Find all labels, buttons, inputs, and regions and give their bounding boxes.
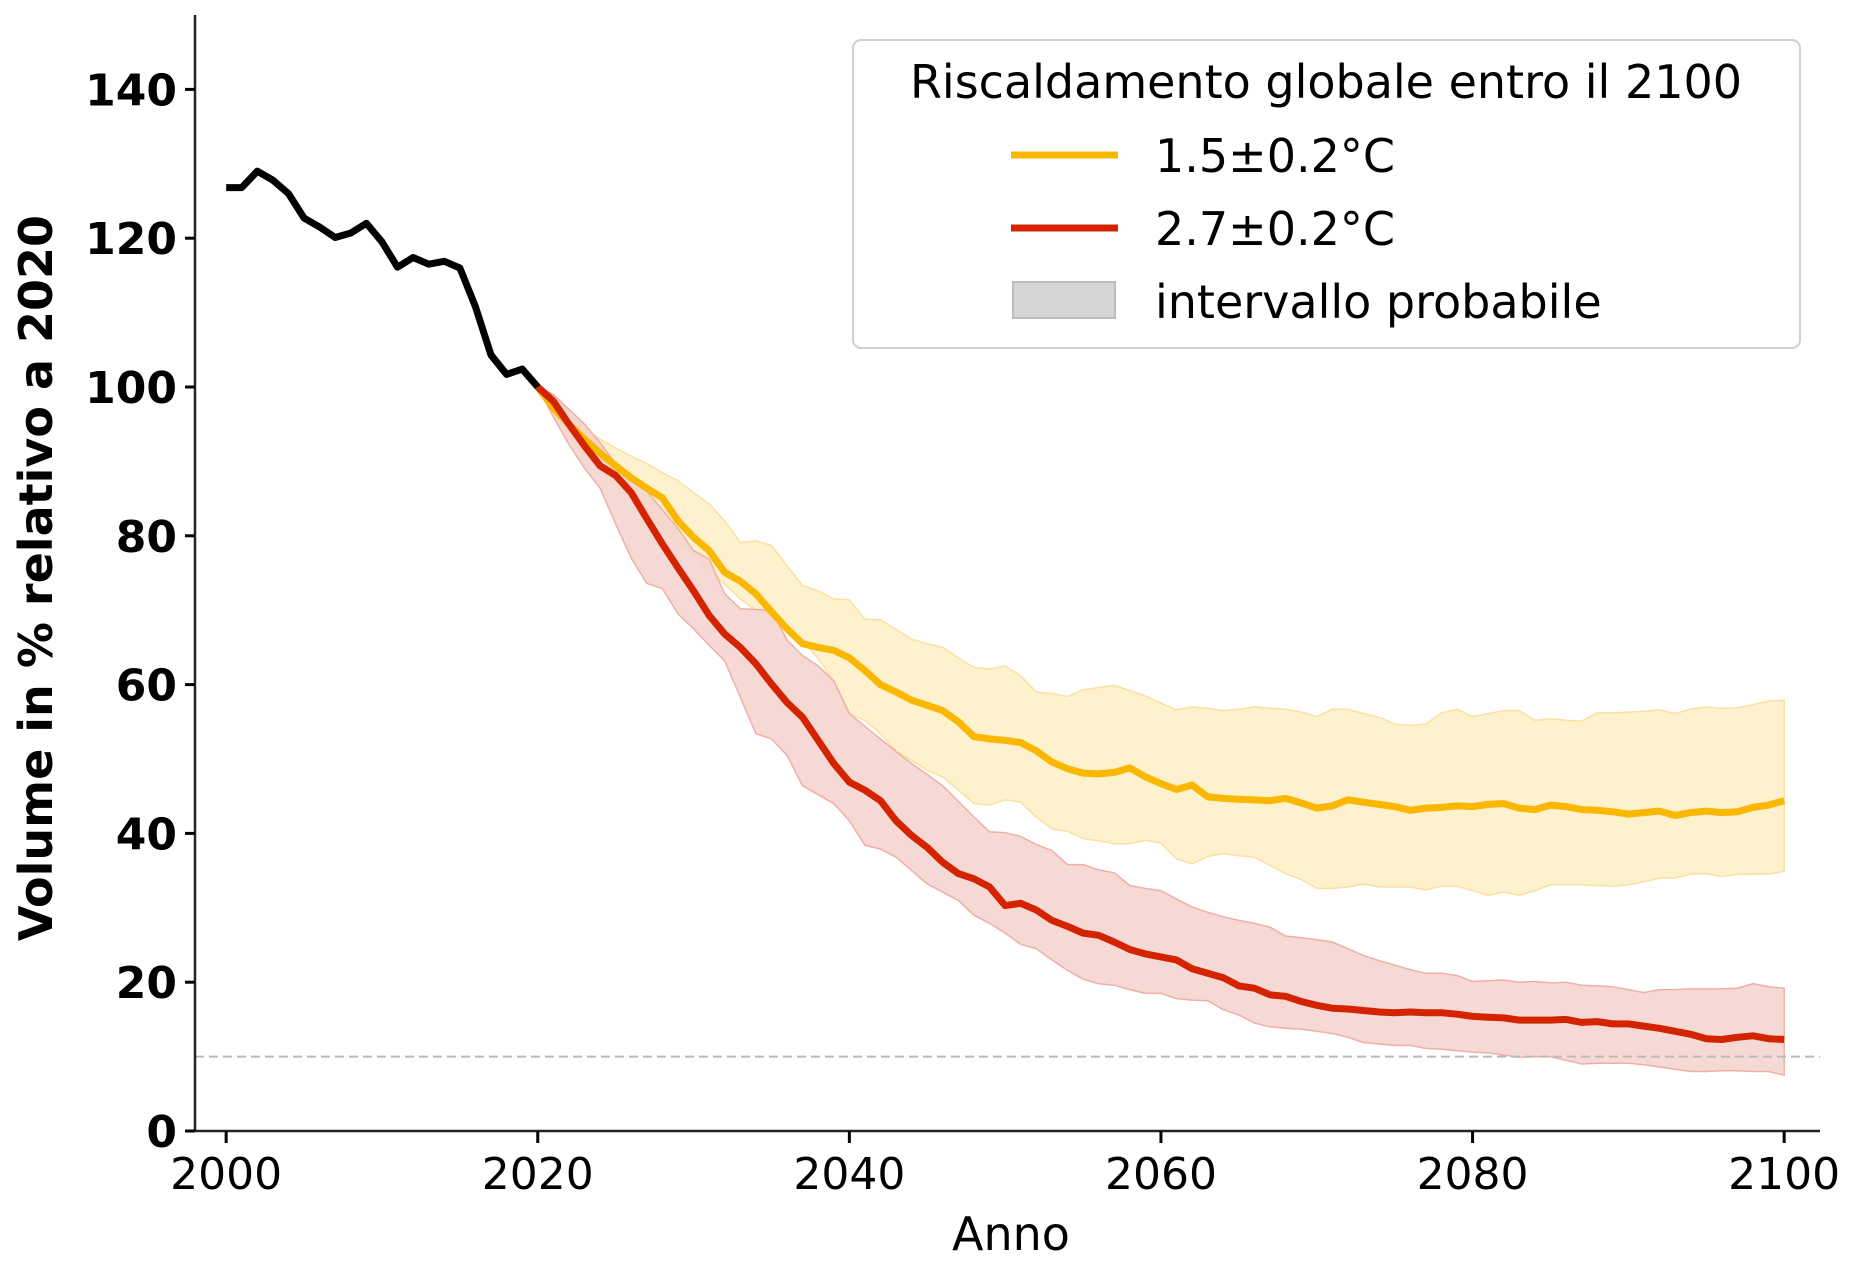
median-line-2-7c <box>535 384 1785 1043</box>
x-axis-ticks: 2000 2020 2040 2060 2080 2100 <box>170 1131 1840 1200</box>
x-tick-label: 2020 <box>482 1149 594 1200</box>
legend-swatch-likely-range <box>1012 281 1116 319</box>
y-tick-label: 60 <box>116 661 177 712</box>
legend-title: Riscaldamento globale entro il 2100 <box>910 55 1742 109</box>
x-axis-label: Anno <box>952 1207 1070 1261</box>
x-tick-label: 2100 <box>1728 1149 1840 1200</box>
likely-range-band-1-5c <box>537 386 1785 896</box>
likely-range-band-2-7c <box>536 385 1785 1077</box>
y-axis-ticks: 0 20 40 60 80 100 120 140 <box>85 65 195 1158</box>
x-tick-label: 2080 <box>1417 1149 1529 1200</box>
legend-label-likely-range: intervallo probabile <box>1155 275 1602 329</box>
y-tick-label: 0 <box>146 1107 177 1158</box>
median-line-1-5c <box>534 384 1786 819</box>
series-lines <box>226 167 1786 1043</box>
y-tick-label: 80 <box>116 512 177 563</box>
x-tick-label: 2060 <box>1105 1149 1217 1200</box>
y-axis-label: Volume in % relativo a 2020 <box>9 215 63 941</box>
likely-range-bands <box>536 385 1785 1077</box>
historical-line <box>226 167 541 390</box>
x-tick-label: 2000 <box>170 1149 282 1200</box>
legend: Riscaldamento globale entro il 2100 1.5±… <box>852 39 1801 349</box>
legend-frame <box>852 39 1801 349</box>
y-tick-label: 140 <box>85 65 177 116</box>
legend-label-1-5c: 1.5±0.2°C <box>1155 129 1395 183</box>
y-tick-label: 100 <box>85 363 177 414</box>
x-tick-label: 2040 <box>793 1149 905 1200</box>
y-tick-label: 20 <box>116 958 177 1009</box>
legend-label-2-7c: 2.7±0.2°C <box>1155 202 1395 256</box>
y-tick-label: 40 <box>116 809 177 860</box>
y-tick-label: 120 <box>85 214 177 265</box>
